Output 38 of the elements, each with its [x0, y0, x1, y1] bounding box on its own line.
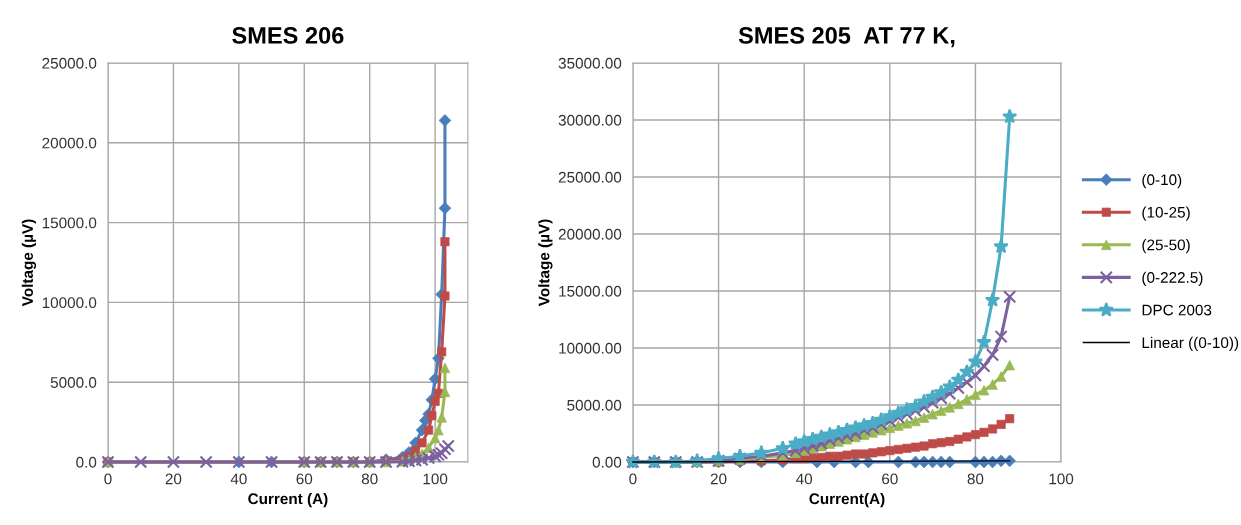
y-tick-label: 20000.0	[42, 137, 97, 149]
y-tick-label: 10000.0	[42, 297, 97, 309]
legend-label: (0-222.5)	[1142, 271, 1203, 286]
y-axis-title: Voltage (µV)	[538, 219, 553, 307]
y-tick-label: 5000.00	[567, 399, 622, 411]
x-axis-title: Current(A)	[809, 492, 885, 508]
legend-label: (0-10)	[1142, 173, 1182, 189]
x-tick-label: 80	[361, 473, 378, 485]
y-axis-title: Voltage (µV)	[21, 219, 37, 307]
x-tick-label: 60	[882, 473, 898, 485]
x-tick-label: 0	[629, 473, 637, 485]
chart-title: SMES 205 AT 77 K,	[738, 27, 955, 48]
x-tick-label: 40	[230, 473, 247, 485]
x-tick-label: 40	[796, 473, 813, 485]
x-tick-label: 20	[710, 473, 727, 485]
x-axis-title: Current (A)	[248, 492, 328, 508]
y-tick-label: 30000.00	[558, 114, 622, 126]
y-tick-label: 0.0	[76, 456, 97, 468]
y-tick-label: 15000.0	[42, 217, 97, 229]
x-tick-label: 0	[104, 473, 112, 485]
chart-title: SMES 206	[232, 27, 344, 44]
x-tick-label: 100	[1049, 473, 1074, 485]
y-tick-label: 20000.00	[558, 228, 622, 240]
y-tick-label: 25000.0	[42, 57, 97, 69]
legend-label: Linear ((0-10))	[1142, 336, 1239, 352]
y-tick-label: 15000.00	[559, 285, 622, 297]
x-tick-label: 80	[967, 473, 984, 485]
x-tick-label: 60	[296, 473, 313, 485]
y-tick-label: 25000.00	[558, 171, 622, 183]
x-tick-label: 100	[423, 473, 448, 485]
legend-label: (10-25)	[1142, 206, 1190, 221]
y-tick-label: 35000.00	[558, 57, 622, 69]
y-tick-label: 0.00	[592, 456, 622, 468]
x-tick-label: 20	[165, 473, 182, 485]
y-tick-label: 5000.0	[50, 377, 97, 388]
legend-label: DPC 2003	[1142, 304, 1212, 316]
legend-label: (25-50)	[1142, 239, 1190, 254]
y-tick-label: 10000.00	[559, 342, 622, 354]
